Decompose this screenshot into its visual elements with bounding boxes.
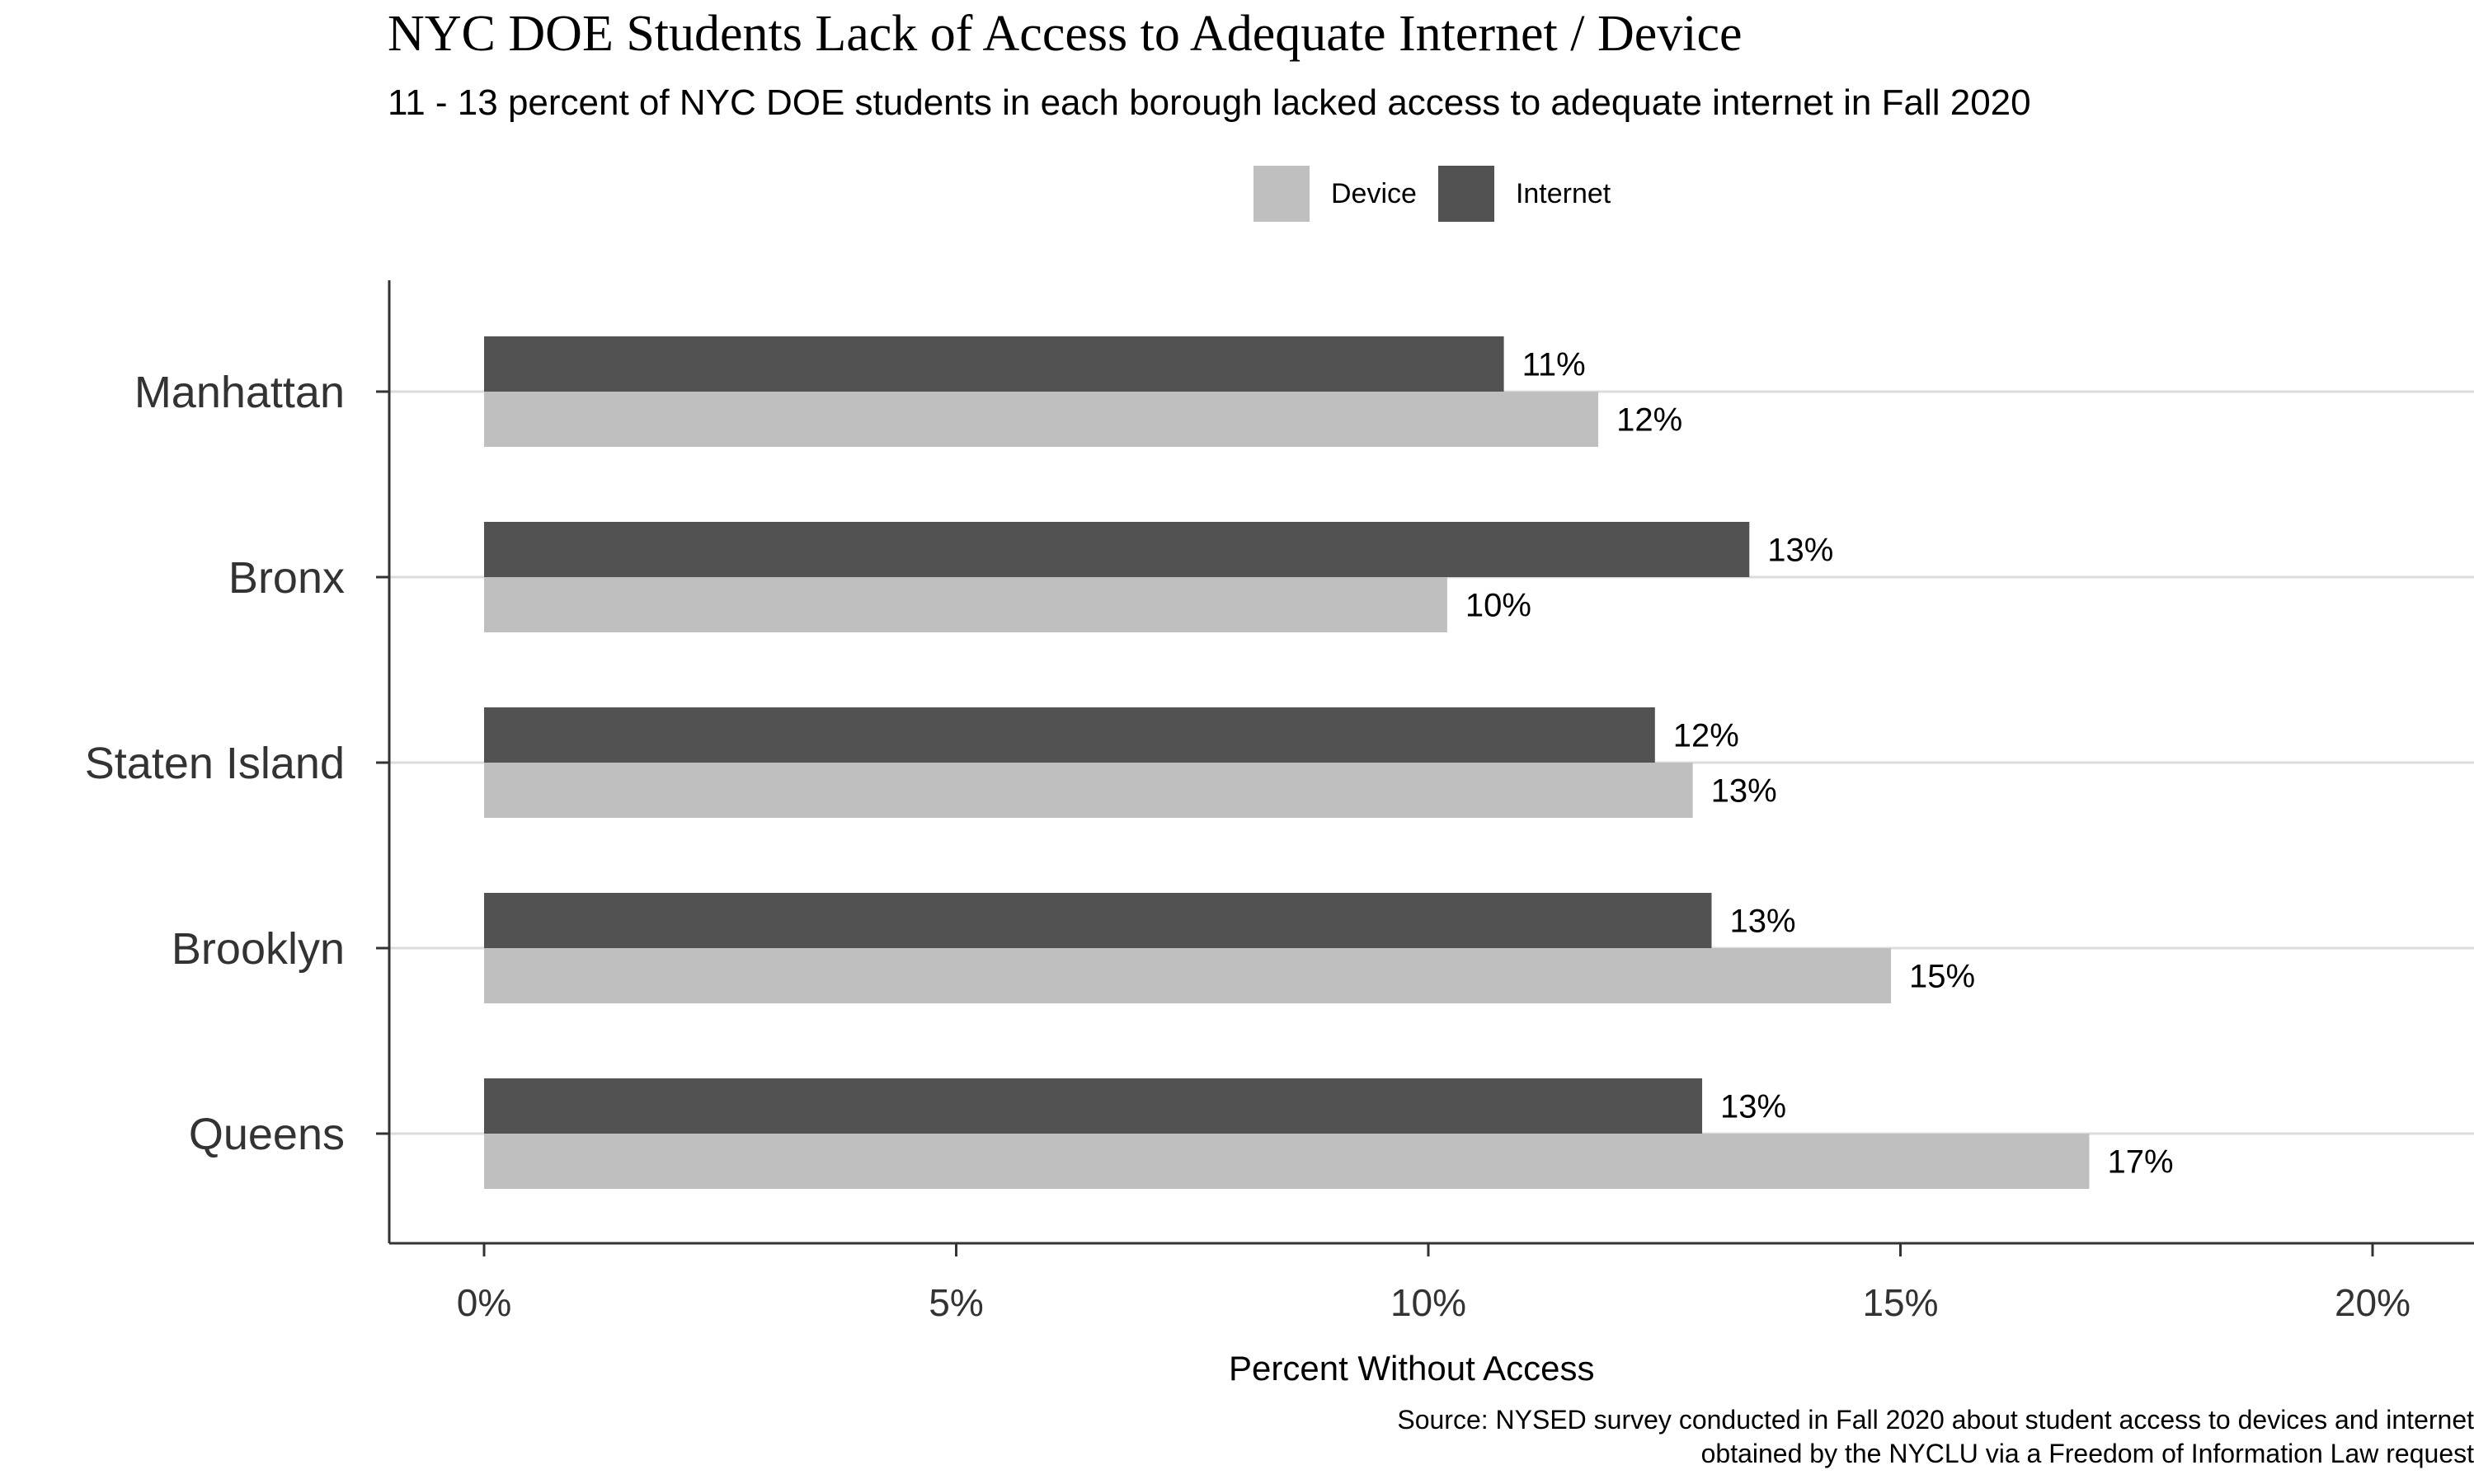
legend: Device Internet xyxy=(1253,165,1632,223)
legend-swatch-device xyxy=(1253,166,1310,222)
y-tick-label: Staten Island xyxy=(85,739,345,788)
chart-subtitle: 11 - 13 percent of NYC DOE students in e… xyxy=(388,82,2031,123)
chart-title: NYC DOE Students Lack of Access to Adequ… xyxy=(388,6,1743,62)
x-axis-title: Percent Without Access xyxy=(1229,1349,1595,1388)
legend-swatch-internet xyxy=(1437,166,1494,222)
y-tick-label: Manhattan xyxy=(134,368,345,417)
bar-device-bronx xyxy=(484,577,1447,632)
x-tick-label: 20% xyxy=(2335,1281,2411,1324)
bar-device-queens xyxy=(484,1134,2090,1189)
bar-internet-staten-island xyxy=(484,707,1655,763)
legend-label-internet: Internet xyxy=(1515,177,1611,209)
bar-internet-queens xyxy=(484,1078,1703,1134)
bar-device-manhattan xyxy=(484,392,1599,447)
bar-internet-manhattan xyxy=(484,336,1504,392)
bar-internet-brooklyn xyxy=(484,893,1712,948)
data-label-device-queens: 17% xyxy=(2108,1144,2174,1181)
x-tick-label: 10% xyxy=(1390,1281,1466,1324)
source-line-1: Source: NYSED survey conducted in Fall 2… xyxy=(1397,1405,2474,1435)
y-tick-label: Queens xyxy=(189,1110,345,1159)
data-label-internet-manhattan: 11% xyxy=(1522,347,1586,383)
bar-device-staten-island xyxy=(484,763,1693,818)
y-tick-label: Brooklyn xyxy=(172,924,345,974)
data-label-internet-brooklyn: 13% xyxy=(1730,904,1796,940)
data-label-internet-bronx: 13% xyxy=(1767,533,1833,569)
data-label-device-bronx: 10% xyxy=(1465,588,1531,624)
data-label-internet-queens: 13% xyxy=(1720,1089,1786,1125)
legend-item-internet: Internet xyxy=(1437,166,1611,222)
legend-item-device: Device xyxy=(1253,166,1417,222)
data-label-device-manhattan: 12% xyxy=(1616,402,1682,439)
x-tick-label: 0% xyxy=(457,1281,511,1324)
data-label-internet-staten-island: 12% xyxy=(1673,718,1739,754)
data-label-device-brooklyn: 15% xyxy=(1909,959,1975,995)
data-label-device-staten-island: 13% xyxy=(1711,773,1777,810)
source-note: Source: NYSED survey conducted in Fall 2… xyxy=(1072,1403,2474,1471)
x-tick-label: 15% xyxy=(1862,1281,1938,1324)
y-tick-label: Bronx xyxy=(228,553,345,603)
x-tick-label: 5% xyxy=(929,1281,983,1324)
bar-internet-bronx xyxy=(484,522,1750,577)
legend-label-device: Device xyxy=(1331,177,1417,209)
source-line-2: obtained by the NYCLU via a Freedom of I… xyxy=(1700,1439,2474,1468)
bar-device-brooklyn xyxy=(484,948,1892,1003)
